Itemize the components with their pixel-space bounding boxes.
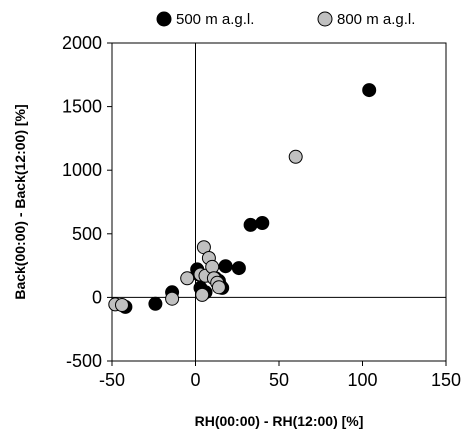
x-tick-label: 50 xyxy=(269,370,289,390)
point-500 xyxy=(243,217,258,232)
y-tick-label: 1000 xyxy=(62,160,102,180)
point-800 xyxy=(205,259,220,274)
x-tick-label: 0 xyxy=(190,370,200,390)
x-tick-label: 100 xyxy=(347,370,377,390)
y-tick-label: 500 xyxy=(72,224,102,244)
point-800 xyxy=(165,291,180,306)
point-800 xyxy=(180,271,195,286)
y-tick-label: 2000 xyxy=(62,33,102,53)
y-tick-label: 0 xyxy=(92,287,102,307)
x-tick-label: -50 xyxy=(99,370,125,390)
y-axis-title: Back(00:00) - Back(12:00) [%] xyxy=(12,104,28,299)
data-points xyxy=(108,83,377,314)
x-axis-ticks: -50 0 50 100 150 xyxy=(99,361,461,390)
point-500 xyxy=(148,296,163,311)
point-800 xyxy=(288,149,303,164)
legend-marker-800 xyxy=(317,11,333,27)
point-500 xyxy=(231,261,246,276)
plot-area xyxy=(111,42,447,362)
y-axis-ticks: -500 0 500 1000 1500 2000 xyxy=(62,33,112,371)
point-500 xyxy=(362,83,377,98)
point-800 xyxy=(195,287,210,302)
x-axis-title: RH(00:00) - RH(12:00) [%] xyxy=(195,413,364,429)
legend-label-800: 800 m a.g.l. xyxy=(337,11,415,28)
point-800 xyxy=(211,280,226,295)
point-500 xyxy=(255,216,270,230)
x-tick-label: 150 xyxy=(431,370,461,390)
point-800 xyxy=(115,298,129,312)
legend-marker-500 xyxy=(156,11,172,27)
legend-label-500: 500 m a.g.l. xyxy=(176,11,254,28)
y-tick-label: 1500 xyxy=(62,97,102,117)
y-tick-label: -500 xyxy=(66,351,102,371)
point-500 xyxy=(218,259,233,274)
legend: 500 m a.g.l. 800 m a.g.l. xyxy=(156,11,415,28)
